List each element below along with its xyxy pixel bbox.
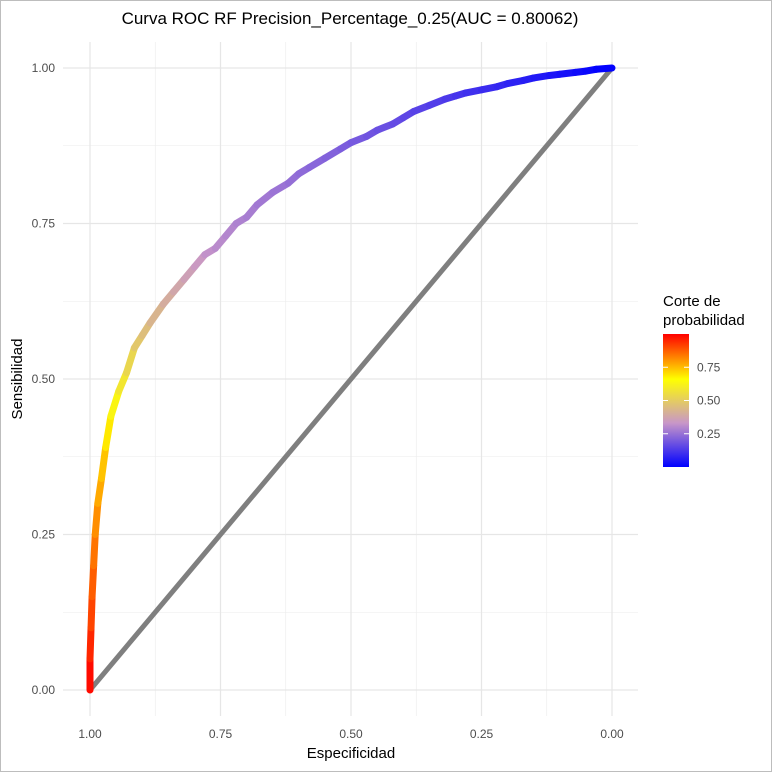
- x-tick-label: 1.00: [78, 727, 102, 741]
- x-tick-labels: 1.00 0.75 0.50 0.25 0.00: [78, 727, 624, 741]
- y-tick-label: 0.50: [32, 372, 56, 386]
- roc-curve-segment: [90, 531, 99, 570]
- roc-curve-segment: [97, 443, 110, 483]
- chart-title: Curva ROC RF Precision_Percentage_0.25(A…: [122, 9, 579, 28]
- roc-curve-segment: [94, 475, 105, 507]
- reference-diagonal-layer: [87, 65, 615, 693]
- roc-curve-segment: [146, 300, 167, 327]
- y-tick-label: 0.75: [32, 217, 56, 231]
- y-tick-label: 1.00: [32, 61, 56, 75]
- x-tick-label: 0.25: [470, 727, 494, 741]
- legend-title-line2: probabilidad: [663, 312, 745, 329]
- y-tick-labels: 0.00 0.25 0.50 0.75 1.00: [32, 61, 56, 697]
- y-tick-label: 0.25: [32, 528, 56, 542]
- roc-curve-layer: [86, 64, 616, 694]
- roc-curve-segment: [592, 64, 616, 73]
- roc-curve-segment: [91, 499, 102, 538]
- x-tick-label: 0.00: [600, 727, 624, 741]
- roc-curve-segment: [87, 593, 96, 632]
- roc-curve-segment: [107, 387, 123, 420]
- roc-curve-segment: [86, 624, 95, 663]
- legend-title-line1: Corte de: [663, 293, 721, 310]
- color-legend: Corte de probabilidad 0.75 0.50 0.25: [663, 293, 745, 467]
- grid-lines: [63, 42, 638, 716]
- x-tick-label: 0.75: [209, 727, 233, 741]
- legend-tick-label: 0.50: [697, 394, 721, 408]
- roc-curve-segment: [102, 412, 115, 451]
- y-tick-label: 0.00: [32, 683, 56, 697]
- y-axis-title: Sensibilidad: [9, 339, 26, 420]
- legend-tick-label: 0.25: [697, 427, 721, 441]
- roc-curve-segment: [88, 562, 98, 601]
- legend-tick-label: 0.75: [697, 360, 721, 374]
- x-tick-label: 0.50: [339, 727, 363, 741]
- reference-diagonal: [87, 65, 615, 693]
- x-axis-title: Especificidad: [307, 745, 395, 762]
- legend-ticks: 0.75 0.50 0.25: [663, 360, 721, 441]
- roc-curve-segment: [123, 344, 138, 377]
